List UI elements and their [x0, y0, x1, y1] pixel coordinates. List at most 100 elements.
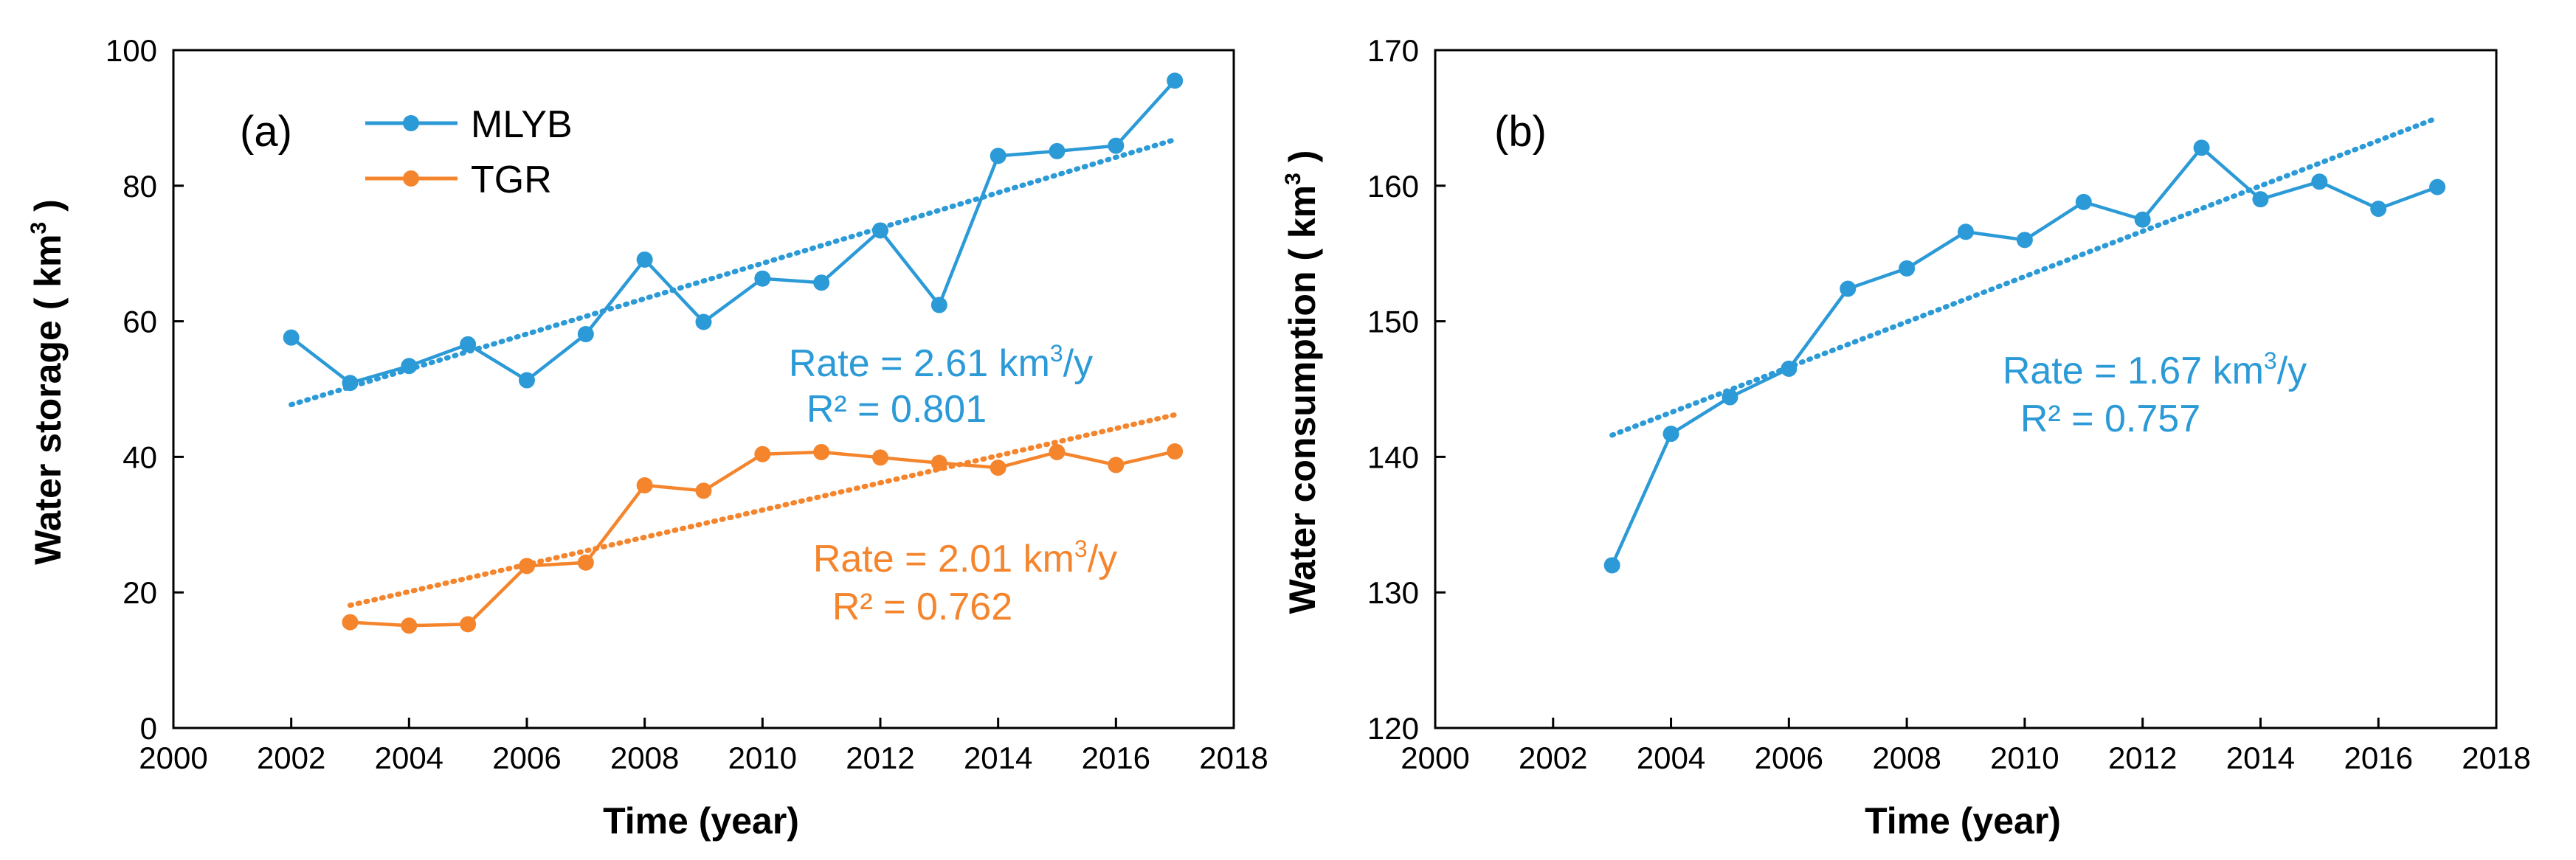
a-x-tick-label: 2014 — [964, 741, 1032, 775]
annotation-consumption-rate: Rate = 1.67 km3/y — [2003, 347, 2307, 392]
b-y-tick-label: 160 — [1367, 169, 1419, 204]
a-point-mlyb-2016 — [1108, 137, 1125, 154]
panel-b-y-axis-title: Water consumption ( km3 ) — [1281, 150, 1323, 614]
b-x-tick-label: 2012 — [2108, 741, 2177, 775]
a-point-mlyb-2003 — [342, 375, 359, 392]
a-point-mlyb-2004 — [401, 358, 418, 375]
a-point-mlyb-2008 — [636, 251, 653, 268]
b-x-tick-label: 2018 — [2462, 741, 2530, 775]
panel-a: 2000 2002 2004 2006 2008 2010 2012 2014 2016 2018… — [27, 33, 1268, 842]
b-y-tick-label: 170 — [1367, 33, 1419, 68]
a-y-tick-label: 0 — [140, 711, 157, 746]
a-point-tgr-2014 — [990, 460, 1006, 476]
a-x-tick-label: 2000 — [139, 741, 207, 775]
a-point-mlyb-2005 — [460, 336, 477, 353]
legend-mlyb-label: MLYB — [471, 103, 573, 146]
a-point-tgr-2009 — [695, 482, 712, 499]
a-point-mlyb-2011 — [813, 274, 830, 291]
a-point-mlyb-2009 — [695, 313, 712, 330]
a-point-mlyb-2012 — [872, 222, 888, 239]
b-x-tick-label: 2002 — [1519, 741, 1587, 775]
a-point-tgr-2016 — [1108, 457, 1125, 474]
a-trend-line-tgr — [348, 412, 1178, 608]
b-x-tick-label: 2008 — [1872, 741, 1941, 775]
a-point-tgr-2012 — [872, 449, 888, 466]
a-plot-frame — [172, 49, 1235, 729]
a-point-tgr-2004 — [401, 617, 418, 634]
a-point-tgr-2005 — [460, 616, 477, 633]
b-y-tick-label: 120 — [1367, 711, 1419, 746]
a-point-tgr-2013 — [930, 454, 947, 471]
a-y-tick-label: 60 — [122, 305, 157, 339]
b-point-water-consumption-2006 — [1781, 360, 1798, 377]
a-x-tick-label: 2008 — [610, 741, 679, 775]
legend-tgr-marker — [403, 170, 419, 187]
a-x-tick-label: 2010 — [728, 741, 797, 775]
a-point-tgr-2008 — [636, 476, 653, 493]
b-point-water-consumption-2014 — [2252, 191, 2269, 208]
b-x-tick-label: 2006 — [1755, 741, 1823, 775]
b-x-tick-label: 2004 — [1637, 741, 1705, 775]
a-y-tick-label: 80 — [122, 169, 157, 204]
b-point-water-consumption-2016 — [2370, 201, 2387, 218]
panel-b: 2000 2002 2004 2006 2008 2010 2012 2014 2016 2018… — [1281, 33, 2531, 842]
legend-mlyb-marker — [403, 115, 419, 131]
b-point-water-consumption-2005 — [1722, 389, 1738, 406]
b-point-water-consumption-2010 — [2016, 232, 2033, 249]
a-y-tick-label: 40 — [122, 440, 157, 474]
b-point-water-consumption-2009 — [1958, 223, 1974, 240]
legend-tgr-label: TGR — [471, 159, 552, 201]
a-point-mlyb-2017 — [1167, 72, 1184, 89]
b-point-water-consumption-2017 — [2429, 178, 2446, 195]
a-point-mlyb-2002 — [283, 329, 300, 346]
panel-b-x-axis-title: Time (year) — [1865, 800, 2061, 842]
a-point-mlyb-2013 — [930, 297, 947, 313]
a-point-mlyb-2007 — [577, 326, 594, 343]
a-trend-line-mlyb — [289, 136, 1178, 408]
b-point-water-consumption-2012 — [2134, 211, 2151, 228]
a-point-tgr-2003 — [342, 614, 359, 631]
annotation-mlyb-rate: Rate = 2.61 km3/y — [789, 340, 1093, 385]
b-x-tick-label: 2000 — [1401, 741, 1469, 775]
a-series-line-mlyb — [290, 79, 1176, 385]
panel-b-label: (b) — [1494, 108, 1547, 156]
b-x-tick-label: 2016 — [2344, 741, 2413, 775]
annotation-consumption-r2: R² = 0.757 — [2020, 398, 2200, 440]
annotation-tgr-r2: R² = 0.762 — [832, 586, 1012, 628]
b-trend-line-water-consumption — [1609, 115, 2440, 438]
annotation-mlyb-r2: R² = 0.801 — [807, 388, 987, 431]
b-point-water-consumption-2007 — [1840, 280, 1857, 297]
a-x-tick-label: 2004 — [375, 741, 443, 775]
a-point-mlyb-2014 — [990, 148, 1006, 164]
b-y-tick-label: 130 — [1367, 575, 1419, 610]
a-point-mlyb-2010 — [754, 270, 771, 287]
a-y-tick-label: 20 — [122, 575, 157, 610]
a-point-tgr-2015 — [1049, 443, 1066, 460]
panel-a-label: (a) — [240, 108, 292, 156]
a-y-tick-label: 100 — [106, 33, 157, 68]
a-x-tick-label: 2002 — [257, 741, 325, 775]
panel-a-y-axis-title: Water storage ( km3 ) — [27, 199, 69, 565]
b-y-tick-label: 150 — [1367, 305, 1419, 339]
a-point-tgr-2017 — [1167, 443, 1184, 460]
b-point-water-consumption-2003 — [1603, 557, 1620, 574]
annotation-tgr-rate: Rate = 2.01 km3/y — [813, 535, 1117, 580]
a-point-mlyb-2015 — [1049, 142, 1066, 159]
a-point-mlyb-2006 — [519, 372, 535, 389]
b-point-water-consumption-2013 — [2193, 139, 2210, 156]
a-x-tick-label: 2006 — [492, 741, 561, 775]
a-x-tick-label: 2018 — [1199, 741, 1268, 775]
panel-a-x-axis-title: Time (year) — [603, 800, 799, 842]
b-x-tick-label: 2014 — [2226, 741, 2295, 775]
legend: MLYB TGR — [365, 103, 573, 201]
b-point-water-consumption-2004 — [1662, 426, 1679, 443]
b-y-tick-label: 140 — [1367, 440, 1419, 474]
a-point-tgr-2006 — [519, 558, 535, 575]
b-point-water-consumption-2015 — [2311, 173, 2328, 190]
a-point-tgr-2007 — [577, 554, 594, 571]
b-x-tick-label: 2010 — [1990, 741, 2059, 775]
b-plot-frame — [1434, 49, 2498, 729]
a-x-tick-label: 2016 — [1082, 741, 1150, 775]
a-x-tick-label: 2012 — [846, 741, 914, 775]
